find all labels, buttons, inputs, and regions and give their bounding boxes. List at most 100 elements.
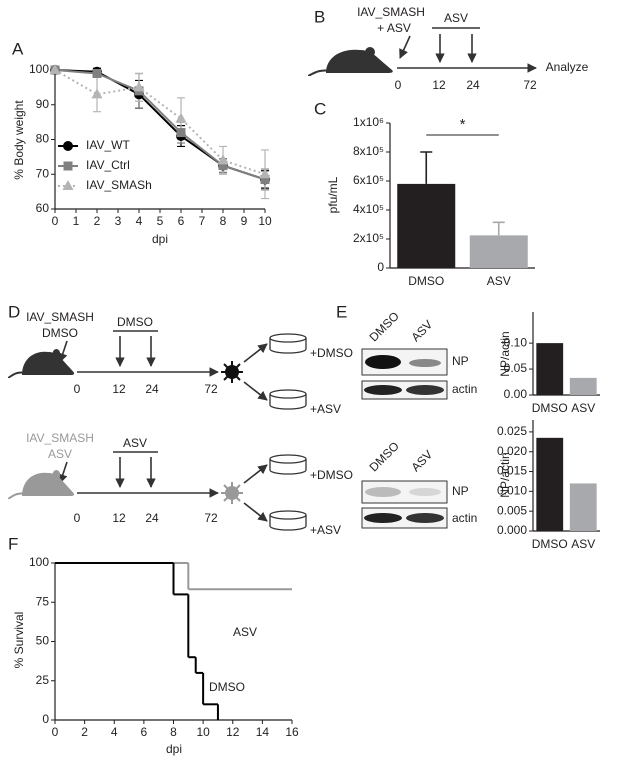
dish (269, 333, 307, 354)
x-tick-label: 3 (115, 214, 122, 228)
timepoint: 12 (432, 78, 446, 92)
x-tick-label: 6 (178, 214, 185, 228)
band (364, 385, 402, 395)
lane-label: DMSO (366, 439, 401, 474)
x-tick-label: 16 (285, 725, 299, 739)
timepoint: 24 (466, 78, 480, 92)
western-blot: DMSO ASV NP actin (361, 439, 477, 529)
treatment: IAV_SMASH (26, 431, 94, 445)
y-tick-label: 2x10⁵ (353, 231, 384, 245)
treatment: DMSO (42, 326, 78, 340)
x-tick-label: 10 (196, 725, 210, 739)
y-tick-label: 50 (36, 634, 50, 648)
panel-label: A (12, 39, 24, 58)
x-tick-label: 0 (52, 214, 59, 228)
y-tick-label: 25 (36, 673, 50, 687)
x-tick-label: 10 (258, 214, 272, 228)
bar (569, 483, 597, 531)
mouse (308, 47, 393, 76)
mouse (8, 470, 74, 499)
y-tick-label: 80 (36, 132, 50, 146)
timepoint: 72 (523, 78, 537, 92)
y-tick-label: 0.000 (497, 523, 527, 537)
y-tick-label: 8x10⁵ (353, 144, 384, 158)
x-tick-label: 4 (111, 725, 118, 739)
y-axis-label: NP/actin (498, 452, 512, 497)
y-axis-label: % Body weight (12, 100, 26, 180)
y-tick-label: 0.010 (497, 484, 527, 498)
x-tick-label: 12 (226, 725, 240, 739)
blot-frame (361, 507, 448, 529)
timepoint: 0 (395, 78, 402, 92)
y-tick-label: 6x10⁵ (353, 173, 384, 187)
x-tick-label: 8 (220, 214, 227, 228)
lane-label: ASV (408, 447, 435, 474)
panel-label: C (314, 99, 326, 118)
bar (536, 343, 564, 395)
y-axis-label: NP/actin (498, 331, 512, 376)
series-line (54, 69, 266, 181)
x-tick-label: 14 (256, 725, 270, 739)
panel-labels: A B C D E F (8, 7, 347, 553)
blot-frame (361, 480, 448, 504)
band (409, 359, 441, 367)
timepoint: 72 (204, 382, 218, 396)
x-tick-label: DMSO (408, 274, 444, 288)
virus (220, 481, 244, 505)
point (176, 128, 186, 138)
panel-label: B (314, 7, 325, 26)
point (133, 81, 145, 92)
x-tick-label: 7 (199, 214, 206, 228)
timeline-diagram: IAV_SMASH ASV ASV 0 12 24 72 +DMSO +ASV (8, 431, 353, 537)
virus (220, 360, 244, 384)
x-axis-label: dpi (152, 232, 168, 246)
y-axis-label: % Survival (12, 612, 26, 669)
timepoint: 12 (112, 511, 126, 525)
dish (269, 454, 307, 475)
timeline-diagram: IAV_SMASH + ASV ASV 0 12 24 72 Analyze (308, 5, 589, 92)
y-tick-label: 75 (36, 594, 50, 608)
arrow (399, 35, 411, 59)
x-tick-label: 4 (136, 214, 143, 228)
band (406, 385, 444, 395)
x-tick-label: DMSO (532, 537, 568, 551)
band (364, 513, 402, 523)
band-label: NP (452, 354, 469, 368)
x-tick-label: 9 (241, 214, 248, 228)
timepoint: 72 (204, 511, 218, 525)
dosing: ASV (444, 11, 468, 25)
band (406, 513, 444, 523)
y-tick-label: 0.00 (504, 387, 528, 401)
point (260, 174, 270, 184)
y-tick-label: 0 (42, 712, 49, 726)
point (92, 68, 102, 78)
timeline-diagram: IAV_SMASH DMSO DMSO 0 12 24 72 +DMSO +AS… (8, 310, 353, 416)
timepoint: 0 (74, 382, 81, 396)
significance-label: * (460, 116, 466, 133)
x-tick-label: 1 (73, 214, 80, 228)
legend-label: IAV_SMASh (86, 178, 152, 192)
y-tick-label: 70 (36, 166, 50, 180)
y-tick-label: 0.005 (497, 503, 527, 517)
lane-label: DMSO (366, 309, 401, 344)
panel-label: E (336, 302, 347, 321)
y-tick-label: 0.020 (497, 444, 527, 458)
treatment: ASV (48, 447, 72, 461)
western-blot: DMSO ASV NP actin (361, 309, 477, 400)
point (218, 161, 228, 171)
point (175, 112, 187, 123)
series-label: ASV (233, 625, 257, 639)
y-axis-label: pfu/mL (326, 176, 340, 213)
mouse (8, 349, 74, 378)
y-tick-label: 0.015 (497, 464, 527, 478)
point (259, 168, 271, 179)
timepoint: 24 (145, 511, 159, 525)
x-axis-label: dpi (166, 742, 182, 756)
legend-marker (63, 141, 73, 151)
arrow (243, 343, 268, 363)
outcome: +ASV (310, 523, 341, 537)
panel-label: D (8, 302, 20, 321)
x-tick-label: ASV (571, 401, 595, 415)
x-tick-label: ASV (571, 537, 595, 551)
